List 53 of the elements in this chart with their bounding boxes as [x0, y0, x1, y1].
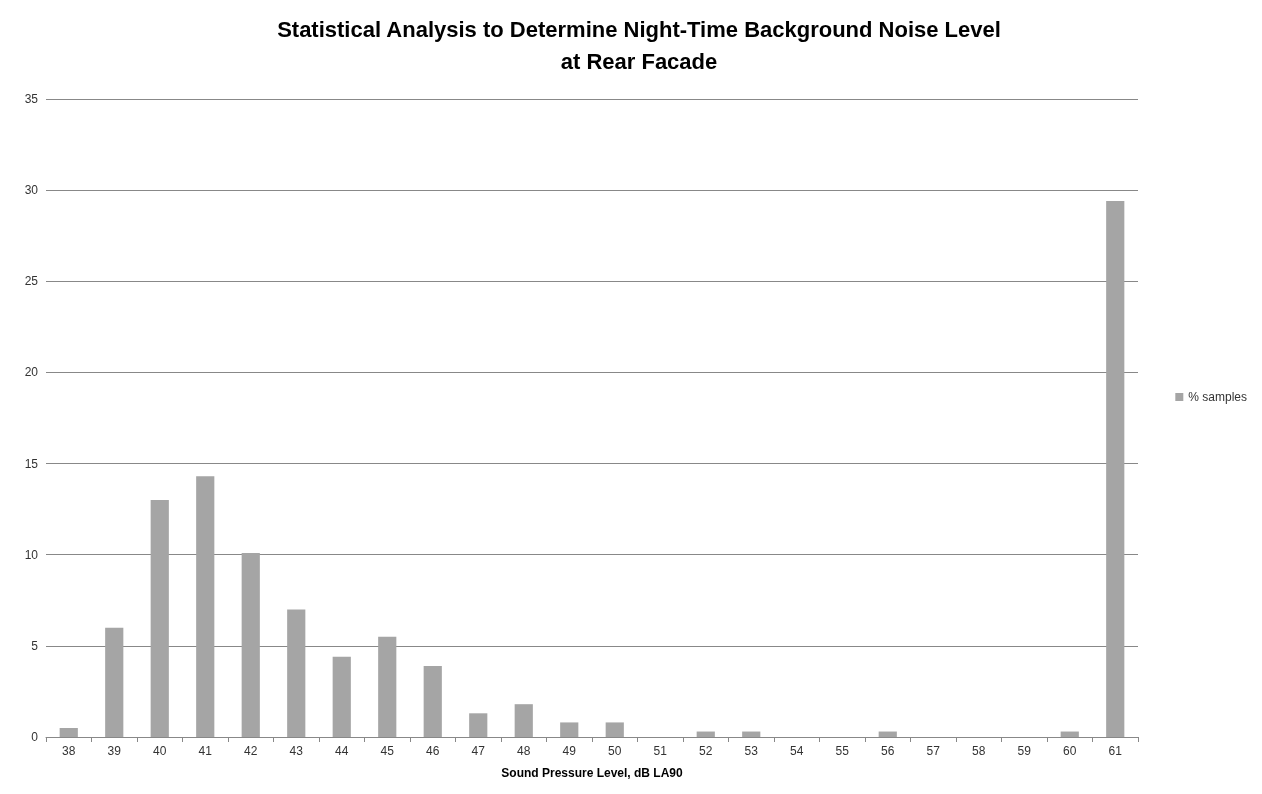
- x-tick-label: 50: [608, 744, 622, 758]
- y-tick-label: 35: [24, 92, 39, 106]
- x-tick-label: 49: [562, 744, 577, 758]
- bar: [514, 704, 533, 737]
- x-tick-label: 40: [153, 744, 167, 758]
- bar: [332, 656, 351, 737]
- x-tick-label: 52: [699, 744, 713, 758]
- x-tick-label: 57: [926, 744, 941, 758]
- y-tick-label: 30: [24, 183, 39, 198]
- x-tick-label: 48: [517, 744, 531, 758]
- x-tick-label: 41: [198, 744, 213, 758]
- bar: [696, 731, 715, 737]
- x-tick-label: 60: [1063, 744, 1077, 758]
- bar: [742, 731, 761, 737]
- bar: [878, 731, 897, 737]
- y-tick-label: 25: [24, 274, 39, 289]
- x-tick-label: 39: [107, 744, 122, 758]
- x-tick-label: 61: [1108, 744, 1123, 758]
- x-tick-label: 53: [744, 744, 759, 758]
- bar: [150, 500, 169, 737]
- x-axis-title: Sound Pressure Level, dB LA90: [501, 766, 684, 780]
- y-tick-label: 15: [24, 456, 39, 471]
- x-tick-label: 55: [835, 744, 850, 758]
- bar: [196, 476, 215, 737]
- y-tick-label: 0: [31, 730, 39, 744]
- x-tick-label: 56: [881, 744, 895, 758]
- x-tick-label: 54: [790, 744, 804, 758]
- bar: [423, 665, 442, 737]
- bar: [560, 722, 579, 737]
- x-tick-label: 58: [972, 744, 986, 758]
- x-tick-label: 42: [244, 744, 258, 758]
- x-tick-label: 59: [1017, 744, 1032, 758]
- bar: [1106, 201, 1125, 737]
- x-tick-label: 47: [471, 744, 486, 758]
- bar: [105, 627, 124, 737]
- bar: [469, 713, 488, 737]
- bar: [378, 636, 397, 737]
- chart-title: Statistical Analysis to Determine Night-Time Background Noise Level at Rear Facade: [277, 16, 1001, 74]
- x-tick-label: 45: [380, 744, 395, 758]
- x-tick-label: 44: [335, 744, 349, 758]
- bar: [1060, 731, 1079, 737]
- bar: [605, 722, 624, 737]
- x-tick-label: 51: [653, 744, 668, 758]
- y-tick-label: 10: [24, 547, 39, 562]
- y-tick-label: 5: [31, 638, 39, 653]
- bar: [241, 552, 260, 737]
- x-tick-label: 38: [62, 744, 76, 758]
- y-tick-label: 20: [24, 365, 39, 380]
- x-tick-label: 46: [426, 744, 440, 758]
- legend-label: % samples: [1188, 390, 1247, 404]
- x-tick-label: 43: [289, 744, 304, 758]
- bar: [59, 727, 78, 737]
- bar: [287, 609, 306, 737]
